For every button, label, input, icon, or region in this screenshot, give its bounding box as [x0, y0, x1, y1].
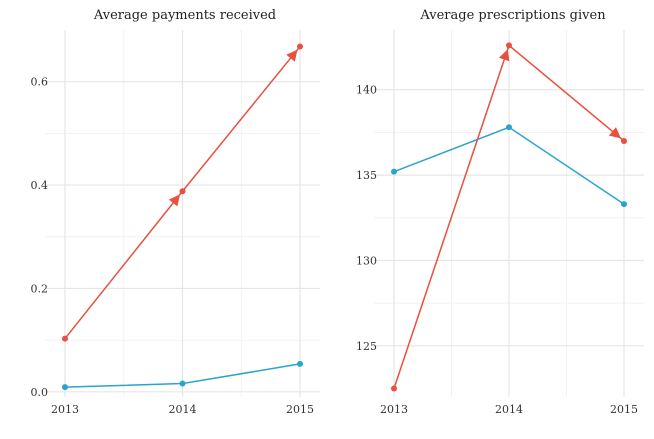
- chart-title: Average payments received: [93, 8, 276, 23]
- data-point: [506, 42, 512, 49]
- x-tick-label: 2015: [286, 403, 314, 416]
- x-tick-label: 2014: [169, 403, 197, 416]
- data-point: [391, 168, 397, 175]
- chart-title: Average prescriptions given: [419, 8, 606, 23]
- data-point: [297, 43, 303, 50]
- data-point: [621, 137, 627, 144]
- series-1: [62, 360, 303, 391]
- arrowhead: [499, 49, 510, 62]
- payments-panel: Average payments received 0.0 0.2 0.4 0.6 201…: [31, 8, 320, 416]
- y-tick-label: 0.2: [31, 282, 49, 295]
- x-tick-label: 2013: [380, 403, 408, 416]
- y-tick-label: 125: [356, 340, 377, 353]
- y-tick-label: 0.6: [31, 76, 49, 89]
- y-tick-label: 140: [356, 84, 377, 97]
- x-tick-label: 2013: [51, 403, 79, 416]
- arrowhead: [168, 194, 180, 207]
- data-point: [62, 335, 68, 342]
- series-0: [62, 43, 303, 342]
- y-tick-label: 0.0: [31, 386, 49, 399]
- prescriptions-panel: Average prescriptions given 125 130 135 140 2…: [356, 8, 644, 416]
- arrowhead: [286, 49, 298, 62]
- data-point: [297, 360, 303, 367]
- data-point: [621, 201, 627, 208]
- data-point: [179, 188, 186, 195]
- data-point: [391, 385, 397, 392]
- y-tick-label: 0.4: [31, 179, 49, 192]
- arrowhead: [608, 127, 621, 139]
- x-tick-label: 2014: [495, 403, 523, 416]
- data-point: [62, 384, 68, 391]
- series-1: [391, 124, 627, 208]
- data-point: [179, 380, 186, 387]
- x-tick-label: 2015: [610, 403, 638, 416]
- data-point: [506, 124, 512, 131]
- series-0: [391, 42, 627, 392]
- y-tick-label: 130: [356, 254, 377, 267]
- y-tick-label: 135: [356, 169, 377, 182]
